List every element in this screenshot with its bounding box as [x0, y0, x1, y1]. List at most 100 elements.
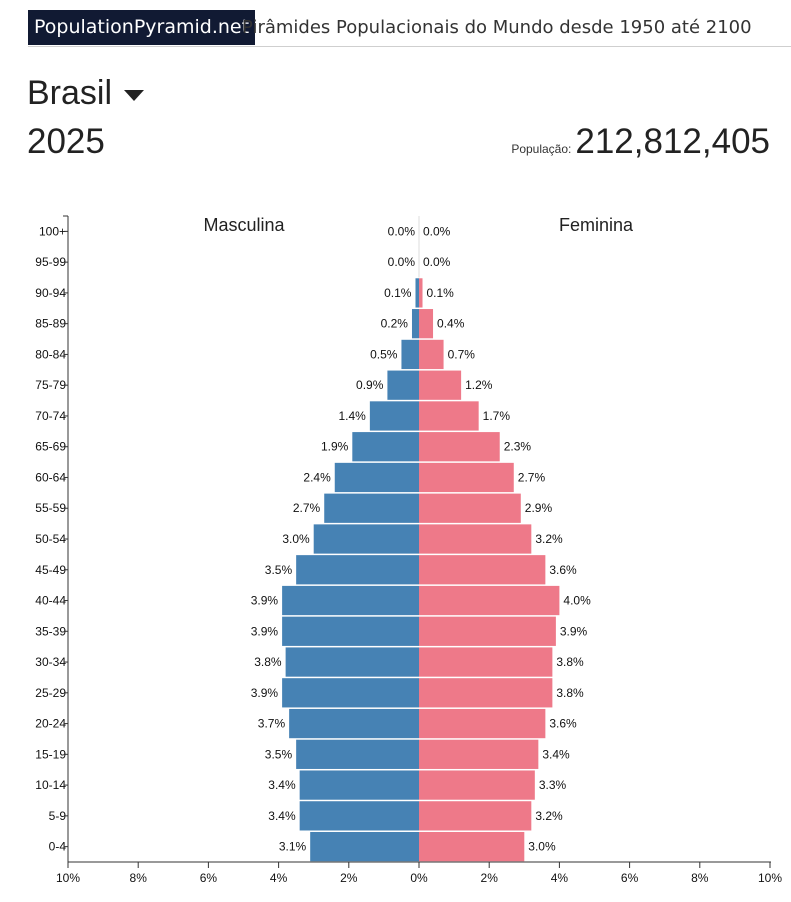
male-bar [310, 831, 419, 862]
age-group-label: 30-34 [35, 655, 66, 669]
female-data-label: 3.2% [535, 532, 563, 546]
brand-logo[interactable]: PopulationPyramid.net [28, 10, 256, 45]
female-bar [419, 493, 521, 523]
male-data-label: 3.0% [282, 532, 310, 546]
female-data-label: 2.7% [518, 470, 546, 484]
female-data-label: 0.1% [427, 286, 455, 300]
female-data-label: 1.2% [465, 378, 493, 392]
male-bar [289, 708, 419, 739]
age-group-label: 75-79 [35, 378, 66, 392]
female-bar [419, 555, 546, 585]
male-data-label: 2.4% [303, 470, 331, 484]
country-name: Brasil [27, 74, 113, 112]
male-data-label: 3.9% [251, 594, 279, 608]
age-group-label: 25-29 [35, 686, 66, 700]
caret-down-icon[interactable] [124, 89, 145, 101]
age-group-label: 10-14 [35, 778, 66, 792]
male-bar [369, 401, 419, 431]
female-bar [419, 801, 532, 831]
age-group-label: 35-39 [35, 624, 66, 638]
male-data-label: 0.0% [388, 255, 416, 269]
female-bar [419, 524, 532, 554]
female-bar [419, 462, 514, 493]
female-data-label: 3.9% [560, 624, 588, 638]
female-data-label: 0.0% [423, 255, 451, 269]
x-tick-label: 6% [621, 871, 639, 885]
female-bar [419, 309, 434, 339]
female-bar [419, 708, 546, 739]
male-bar [282, 616, 419, 646]
male-bar [387, 370, 419, 400]
female-bar [419, 585, 560, 616]
female-bar [419, 770, 535, 800]
male-data-label: 0.2% [381, 317, 409, 331]
age-group-label: 0-4 [49, 840, 67, 854]
female-data-label: 3.3% [539, 778, 567, 792]
male-data-label: 3.5% [265, 563, 293, 577]
female-bar [419, 278, 423, 308]
male-data-label: 0.0% [388, 224, 416, 238]
male-data-label: 3.8% [254, 655, 282, 669]
male-data-label: 0.5% [370, 347, 398, 361]
male-bar [334, 462, 419, 493]
female-data-label: 2.9% [525, 501, 553, 515]
male-bar [415, 278, 419, 308]
female-data-label: 3.0% [528, 840, 556, 854]
female-data-label: 2.3% [504, 440, 532, 454]
female-data-label: 3.8% [556, 686, 584, 700]
population-summary: População: 212,812,405 [511, 122, 770, 162]
female-bar [419, 647, 553, 677]
female-bar [419, 401, 479, 431]
male-data-label: 2.7% [293, 501, 321, 515]
female-data-label: 3.4% [542, 747, 570, 761]
x-tick-label: 6% [200, 871, 218, 885]
age-group-label: 20-24 [35, 717, 66, 731]
x-tick-label: 8% [691, 871, 709, 885]
female-data-label: 3.8% [556, 655, 584, 669]
female-data-label: 1.7% [483, 409, 511, 423]
x-tick-label: 4% [551, 871, 569, 885]
female-data-label: 3.2% [535, 809, 563, 823]
female-bar [419, 339, 444, 370]
age-group-label: 15-19 [35, 747, 66, 761]
x-tick-label: 4% [270, 871, 288, 885]
site-header: PopulationPyramid.net Pirâmides Populaci… [28, 10, 791, 47]
male-bar [352, 432, 419, 462]
age-group-label: 60-64 [35, 470, 66, 484]
male-data-label: 1.4% [339, 409, 367, 423]
female-bar [419, 831, 525, 862]
male-data-label: 0.9% [356, 378, 384, 392]
female-bar [419, 678, 553, 708]
male-bar [282, 585, 419, 616]
age-group-label: 95-99 [35, 255, 66, 269]
male-data-label: 3.4% [268, 809, 296, 823]
male-bar [299, 801, 419, 831]
age-group-label: 70-74 [35, 409, 66, 423]
female-data-label: 3.6% [549, 563, 577, 577]
female-bar [419, 739, 539, 769]
female-bar [419, 370, 462, 400]
age-group-label: 50-54 [35, 532, 66, 546]
male-bar [313, 524, 419, 554]
male-bar [401, 339, 419, 370]
male-bar [282, 678, 419, 708]
x-tick-label: 0% [410, 871, 428, 885]
female-series-label: Feminina [559, 215, 634, 235]
age-group-label: 55-59 [35, 501, 66, 515]
age-group-label: 100+ [39, 224, 66, 238]
population-value: 212,812,405 [575, 122, 770, 161]
x-tick-label: 10% [758, 871, 782, 885]
male-bar [299, 770, 419, 800]
female-bar [419, 432, 500, 462]
male-series-label: Masculina [203, 215, 285, 235]
male-data-label: 3.4% [268, 778, 296, 792]
male-data-label: 3.9% [251, 624, 279, 638]
age-group-label: 90-94 [35, 286, 66, 300]
age-group-label: 65-69 [35, 440, 66, 454]
male-data-label: 1.9% [321, 440, 349, 454]
female-data-label: 3.6% [549, 717, 577, 731]
male-data-label: 3.5% [265, 747, 293, 761]
female-data-label: 0.4% [437, 317, 465, 331]
country-selector[interactable]: Brasil [27, 74, 145, 113]
